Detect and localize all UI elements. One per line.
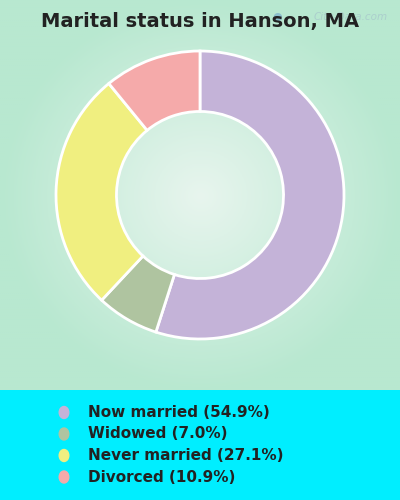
Text: Divorced (10.9%): Divorced (10.9%) xyxy=(88,470,235,484)
Text: Marital status in Hanson, MA: Marital status in Hanson, MA xyxy=(41,12,359,32)
Wedge shape xyxy=(102,256,174,332)
Wedge shape xyxy=(109,51,200,130)
Wedge shape xyxy=(156,51,344,339)
Text: Never married (27.1%): Never married (27.1%) xyxy=(88,448,284,463)
Text: Widowed (7.0%): Widowed (7.0%) xyxy=(88,426,228,442)
Text: Now married (54.9%): Now married (54.9%) xyxy=(88,405,270,420)
Wedge shape xyxy=(56,84,147,300)
Text: ●: ● xyxy=(272,12,282,22)
Text: City-Data.com: City-Data.com xyxy=(314,12,388,22)
